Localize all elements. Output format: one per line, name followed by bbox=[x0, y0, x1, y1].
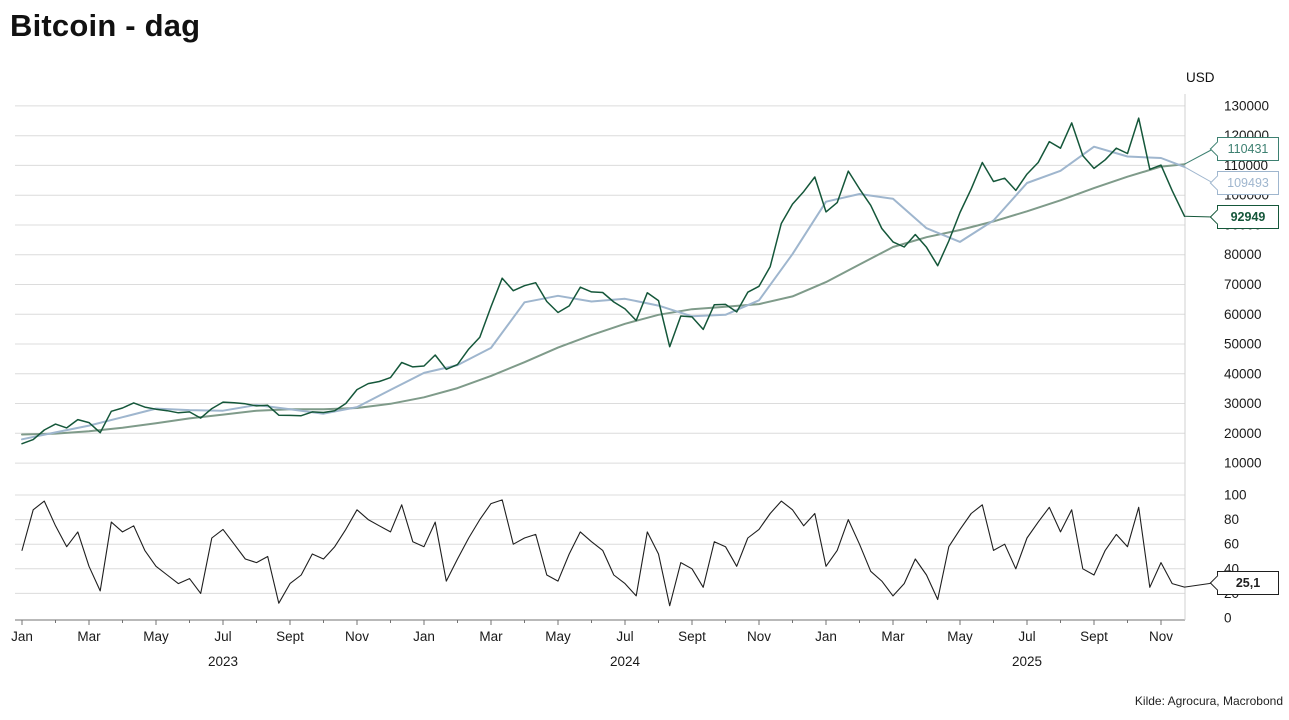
svg-text:Jul: Jul bbox=[1018, 629, 1035, 644]
svg-text:Jul: Jul bbox=[616, 629, 633, 644]
series-ma-200d bbox=[21, 163, 1186, 436]
callout-rsi-value: 25,1 bbox=[1235, 576, 1261, 590]
svg-text:30000: 30000 bbox=[1224, 396, 1262, 411]
callout-ma-200d-value: 110431 bbox=[1227, 142, 1269, 156]
svg-text:Mar: Mar bbox=[881, 629, 905, 644]
svg-text:Sept: Sept bbox=[678, 629, 706, 644]
y-axis-unit-label: USD bbox=[1186, 70, 1215, 85]
svg-text:Jul: Jul bbox=[214, 629, 231, 644]
gridlines bbox=[15, 105, 1185, 594]
callout-leader-lines bbox=[1184, 148, 1214, 588]
svg-text:0: 0 bbox=[1224, 611, 1232, 626]
svg-text:70000: 70000 bbox=[1224, 277, 1262, 292]
source-attribution: Kilde: Agrocura, Macrobond bbox=[1134, 694, 1283, 708]
series-lines bbox=[21, 117, 1186, 607]
svg-text:Jan: Jan bbox=[11, 629, 33, 644]
svg-text:60: 60 bbox=[1224, 537, 1239, 552]
svg-text:100: 100 bbox=[1224, 488, 1247, 503]
svg-text:50000: 50000 bbox=[1224, 337, 1262, 352]
svg-text:60000: 60000 bbox=[1224, 307, 1262, 322]
svg-text:Nov: Nov bbox=[345, 629, 369, 644]
svg-text:May: May bbox=[143, 629, 169, 644]
svg-text:10000: 10000 bbox=[1224, 456, 1262, 471]
series-btc-price bbox=[21, 117, 1186, 445]
callout-ma-200d: 110431 bbox=[1217, 137, 1279, 161]
svg-text:Nov: Nov bbox=[747, 629, 771, 644]
svg-text:80: 80 bbox=[1224, 512, 1239, 527]
svg-text:20000: 20000 bbox=[1224, 426, 1262, 441]
svg-text:130000: 130000 bbox=[1224, 98, 1269, 113]
callout-last-price: 92949 bbox=[1217, 205, 1279, 229]
callout-ma-50d: 109493 bbox=[1217, 171, 1279, 195]
page-title: Bitcoin - dag bbox=[10, 8, 201, 43]
svg-text:May: May bbox=[545, 629, 571, 644]
svg-text:2023: 2023 bbox=[208, 654, 238, 669]
svg-text:40000: 40000 bbox=[1224, 366, 1262, 381]
svg-text:May: May bbox=[947, 629, 973, 644]
svg-text:80000: 80000 bbox=[1224, 247, 1262, 262]
axis-labels: 10000 20000 30000 40000 50000 60000 70000 80000… bbox=[11, 98, 1269, 669]
svg-text:2025: 2025 bbox=[1012, 654, 1042, 669]
svg-text:Sept: Sept bbox=[276, 629, 304, 644]
svg-text:Nov: Nov bbox=[1149, 629, 1173, 644]
callout-rsi: 25,1 bbox=[1217, 571, 1279, 595]
svg-text:Jan: Jan bbox=[413, 629, 435, 644]
series-ma-50d bbox=[21, 145, 1186, 441]
svg-text:2024: 2024 bbox=[610, 654, 641, 669]
axes bbox=[15, 94, 1186, 625]
svg-text:Mar: Mar bbox=[77, 629, 101, 644]
svg-text:Sept: Sept bbox=[1080, 629, 1108, 644]
svg-text:Jan: Jan bbox=[815, 629, 837, 644]
svg-text:110000: 110000 bbox=[1224, 158, 1268, 173]
callout-last-price-value: 92949 bbox=[1230, 210, 1266, 224]
callout-ma-50d-value: 109493 bbox=[1227, 176, 1269, 190]
svg-text:Mar: Mar bbox=[479, 629, 503, 644]
series-rsi bbox=[21, 499, 1186, 607]
